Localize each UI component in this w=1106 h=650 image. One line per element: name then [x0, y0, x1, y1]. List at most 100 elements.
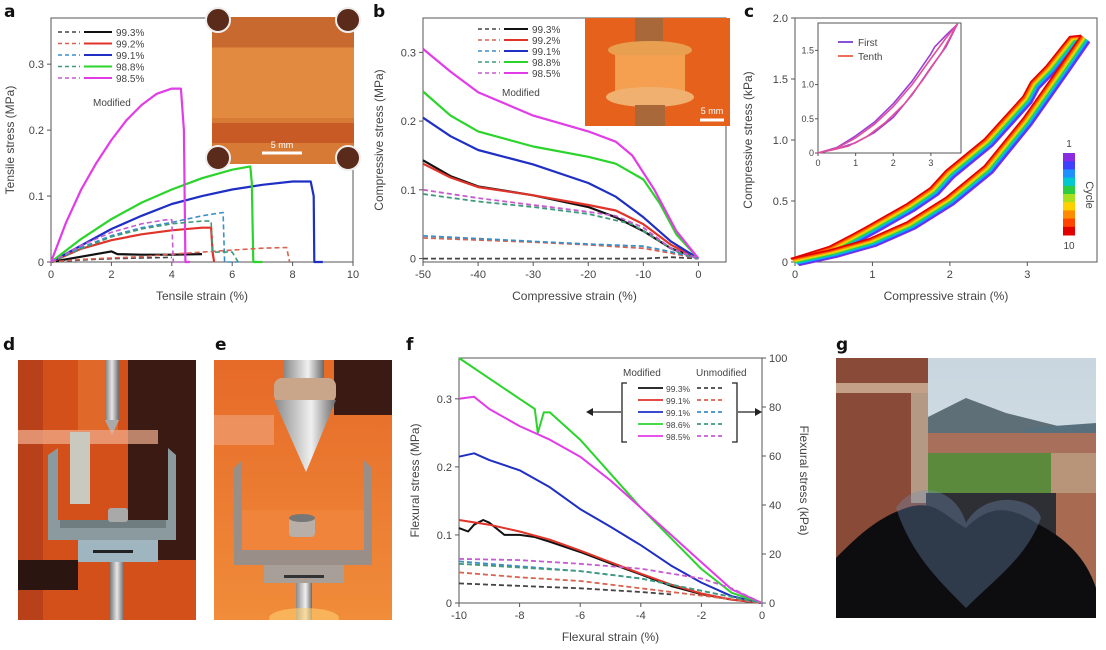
y-axis-label: Compressive stress (kPa): [741, 71, 755, 208]
cycle-line: [792, 36, 1084, 261]
legend-label: 99.2%: [116, 40, 144, 51]
x-tick-label: -20: [580, 269, 596, 281]
clamp-bottom: [212, 123, 354, 143]
clamp-screw: [205, 7, 231, 33]
series-line: [458, 395, 763, 604]
y-tick-label: 0.2: [437, 462, 452, 474]
inset-x-tick-label: 3: [928, 158, 933, 168]
legend-label: 99.3%: [532, 25, 560, 36]
series-line: [458, 562, 763, 604]
inset-legend-label: Tenth: [858, 52, 882, 63]
cycle-line: [790, 34, 1082, 260]
series-line: [458, 558, 763, 604]
y-tick-label: 1.5: [773, 74, 788, 86]
inset-y-tick-label: 1.0: [801, 80, 814, 90]
photo-e-illustration: [214, 360, 392, 620]
photo-e-indenter-fixture: [214, 360, 392, 620]
colorbar-segment: [1063, 177, 1075, 187]
series-line: [423, 256, 699, 260]
y-tick-label: 0: [38, 257, 44, 269]
legend-label: 98.5%: [666, 432, 691, 442]
plot-frame: [422, 17, 727, 263]
photo-g-illustration: [836, 358, 1096, 618]
colorbar-top-label: 1: [1066, 139, 1072, 150]
series-line: [50, 211, 239, 263]
panel-label-f: f: [406, 335, 414, 355]
legend-label: 98.5%: [532, 69, 560, 80]
panel-label-c: c: [744, 2, 755, 22]
inset-y-tick-label: 1.5: [801, 45, 814, 55]
y-tick-label: 0.3: [401, 47, 416, 59]
legend-label: 99.3%: [116, 28, 144, 39]
colorbar-segment: [1063, 226, 1075, 236]
series-line: [458, 519, 763, 604]
y-tick-label: 0.1: [401, 185, 416, 197]
x-tick-label: -50: [415, 269, 431, 281]
legend-label: 99.2%: [532, 36, 560, 47]
legend-b: 99.3%99.2%99.1%98.8%98.5% Modified: [478, 25, 560, 99]
colorbar-segment: [1063, 202, 1075, 211]
inset-x-tick-label: 1: [853, 158, 858, 168]
x-tick-label: 6: [229, 269, 235, 281]
specimen-strip: [212, 48, 354, 118]
x-tick-label: -2: [697, 610, 707, 622]
legend-note: Modified: [93, 98, 131, 109]
x-axis-label: Tensile strain (%): [156, 289, 248, 303]
cycle-line: [792, 36, 1084, 261]
series-line: [422, 159, 699, 260]
x-tick-label: 1: [869, 269, 875, 281]
upper-platen: [608, 41, 692, 59]
series-line: [458, 357, 763, 604]
y2-axis-label: Flexural stress (kPa): [797, 425, 811, 535]
photo-d-illustration: [18, 360, 196, 620]
colorbar-segment: [1063, 153, 1075, 162]
legend-bracket-right: [732, 382, 738, 443]
photo-g-flexible-film: [836, 358, 1096, 618]
cycle-line: [796, 39, 1088, 264]
cycle-line: [791, 35, 1083, 261]
x-tick-label: -30: [525, 269, 541, 281]
series-line: [50, 220, 239, 263]
scale-bar-label: 5 mm: [271, 140, 294, 150]
x-tick-label: -10: [635, 269, 651, 281]
y-tick-label: 0.3: [29, 59, 44, 71]
cycle-line: [797, 40, 1089, 265]
scale-bar-label: 5 mm: [701, 106, 724, 116]
y-tick-label: 0: [410, 254, 416, 266]
panel-label-d: d: [3, 335, 16, 355]
x-tick-label: -6: [575, 610, 585, 622]
cycle-line: [793, 36, 1085, 262]
x-axis-label: Flexural strain (%): [562, 630, 659, 644]
y-tick-label: 0.1: [437, 530, 452, 542]
colorbar-segment: [1063, 210, 1075, 220]
x-tick-label: 8: [290, 269, 296, 281]
y-tick-label: 1.0: [773, 135, 788, 147]
panel-label-g: g: [836, 335, 849, 355]
x-axis-label: Compressive strain (%): [884, 289, 1009, 303]
series-line: [458, 560, 763, 604]
x-axis-label: Compressive strain (%): [512, 289, 637, 303]
cycle-line: [794, 37, 1085, 263]
y2-tick-label: 20: [769, 549, 781, 561]
series-line: [50, 165, 263, 264]
series-line: [422, 235, 699, 260]
legend-label: 99.1%: [666, 396, 691, 406]
y-axis-label: Tensile stress (MPa): [3, 86, 17, 195]
plot-frame: [458, 357, 763, 604]
x-tick-label: -10: [451, 610, 467, 622]
y2-tick-label: 0: [769, 598, 775, 610]
chart-c-cyclic: 0 1 2 3 0 0.5 1.0 1.5 2.0 Compressive strain (%) C…: [741, 13, 1098, 303]
y2-tick-label: 80: [769, 402, 781, 414]
cycle-line: [797, 39, 1088, 265]
x-tick-label: 10: [347, 269, 359, 281]
chart-b-compressive: -50 -40 -30 -20 -10 0 0 0.1 0.2 0.3 Compressive st…: [372, 17, 730, 303]
clamp-screw: [335, 7, 361, 33]
series-line: [50, 180, 323, 264]
panel-label-e: e: [215, 335, 227, 355]
legend-header-unmodified: Unmodified: [696, 368, 747, 379]
legend-label: 98.8%: [532, 58, 560, 69]
y2-tick-label: 100: [769, 353, 787, 365]
y-axis-label: Flexural stress (MPa): [408, 423, 422, 537]
series-line: [422, 188, 699, 260]
x-tick-label: 0: [695, 269, 701, 281]
